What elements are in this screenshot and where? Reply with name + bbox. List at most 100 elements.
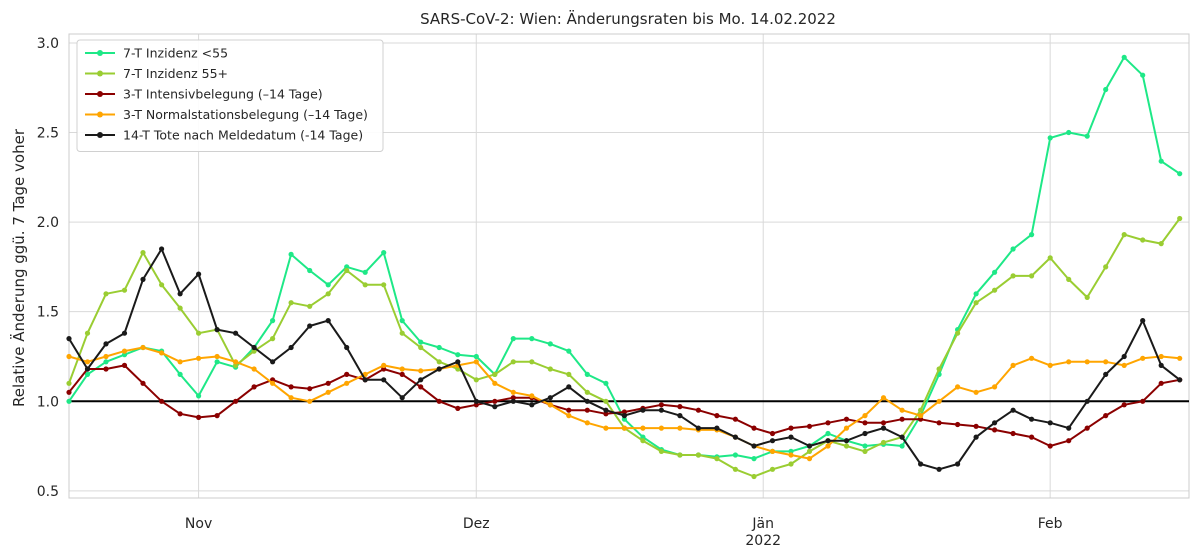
- data-point: [677, 425, 683, 431]
- data-point: [66, 380, 72, 386]
- data-point: [1177, 377, 1183, 383]
- y-tick-label: 1.0: [37, 394, 59, 410]
- data-point: [806, 448, 813, 454]
- data-point: [880, 439, 887, 446]
- data-point: [362, 269, 368, 275]
- data-point: [1029, 355, 1035, 361]
- data-point: [399, 371, 405, 377]
- data-point: [1158, 353, 1164, 360]
- data-point: [307, 398, 313, 404]
- data-point: [788, 452, 794, 458]
- data-point: [584, 420, 590, 426]
- data-point: [603, 425, 609, 431]
- data-point: [288, 344, 294, 351]
- data-point: [899, 407, 905, 413]
- data-point: [1066, 276, 1072, 282]
- data-point: [270, 318, 276, 324]
- y-axis-label: Relative Änderung ggü. 7 Tage voher: [9, 128, 28, 407]
- data-point: [714, 413, 720, 419]
- data-point: [973, 291, 979, 297]
- data-point: [1084, 133, 1090, 139]
- data-point: [880, 425, 887, 431]
- data-point: [973, 434, 979, 440]
- data-point: [103, 353, 109, 360]
- data-point: [455, 366, 461, 372]
- data-point: [677, 452, 683, 458]
- data-point: [918, 461, 924, 467]
- data-point: [658, 402, 665, 408]
- x-tick-label: Jän: [751, 516, 774, 532]
- data-point: [843, 416, 850, 422]
- data-point: [1103, 86, 1109, 93]
- data-point: [566, 371, 572, 377]
- data-point: [307, 303, 313, 309]
- data-point: [992, 420, 998, 426]
- data-point: [769, 430, 776, 437]
- x-tick-label: Dez: [463, 516, 490, 532]
- data-point: [584, 389, 590, 395]
- data-point: [1140, 318, 1146, 324]
- data-point: [584, 407, 590, 413]
- data-point: [825, 430, 831, 437]
- data-point: [992, 384, 998, 390]
- data-point: [751, 473, 757, 480]
- data-point: [955, 421, 961, 428]
- data-point: [1121, 232, 1127, 238]
- data-point: [1121, 402, 1127, 408]
- legend: 7-T Inzidenz <55 7-T Inzidenz 55+ 3-T Inte…: [76, 39, 384, 152]
- data-point: [1047, 362, 1053, 368]
- data-point: [1103, 264, 1109, 270]
- data-point: [862, 443, 868, 449]
- data-point: [177, 305, 183, 311]
- data-point: [1084, 398, 1090, 404]
- data-point: [1103, 413, 1109, 419]
- data-point: [955, 384, 961, 390]
- data-point: [918, 416, 924, 422]
- data-point: [918, 413, 924, 419]
- data-point: [529, 359, 535, 365]
- series-3: [66, 362, 1183, 449]
- data-point: [603, 411, 609, 417]
- data-point: [936, 366, 942, 372]
- data-point: [936, 398, 942, 404]
- data-point: [344, 380, 350, 386]
- data-point: [307, 323, 313, 329]
- data-point: [769, 466, 776, 472]
- data-point: [547, 366, 553, 372]
- data-point: [177, 359, 183, 365]
- data-point: [196, 393, 202, 399]
- legend-swatch-marker: [97, 50, 103, 56]
- data-point: [566, 348, 572, 354]
- data-point: [381, 282, 387, 288]
- data-point: [1066, 359, 1072, 365]
- data-point: [1158, 380, 1164, 386]
- data-point: [233, 362, 239, 368]
- data-point: [825, 420, 831, 426]
- data-point: [677, 413, 683, 419]
- data-point: [307, 386, 313, 392]
- data-point: [121, 287, 128, 293]
- data-point: [825, 438, 831, 444]
- data-point: [159, 398, 165, 404]
- data-point: [899, 443, 905, 449]
- data-point: [1010, 362, 1016, 368]
- data-point: [603, 380, 609, 386]
- data-point: [1158, 241, 1164, 247]
- data-point: [955, 461, 961, 467]
- data-point: [84, 366, 91, 372]
- y-tick-label: 1.5: [37, 305, 59, 321]
- series-5: [66, 246, 1183, 472]
- legend-swatch-marker: [97, 132, 103, 138]
- series-line: [68, 217, 1181, 478]
- data-point: [233, 398, 239, 404]
- data-point: [584, 398, 590, 404]
- data-point: [84, 371, 91, 377]
- data-point: [159, 350, 165, 356]
- data-point: [140, 250, 146, 256]
- data-point: [1084, 425, 1090, 431]
- data-point: [751, 456, 757, 462]
- data-point: [288, 251, 294, 257]
- data-point: [751, 425, 757, 431]
- data-point: [769, 448, 776, 454]
